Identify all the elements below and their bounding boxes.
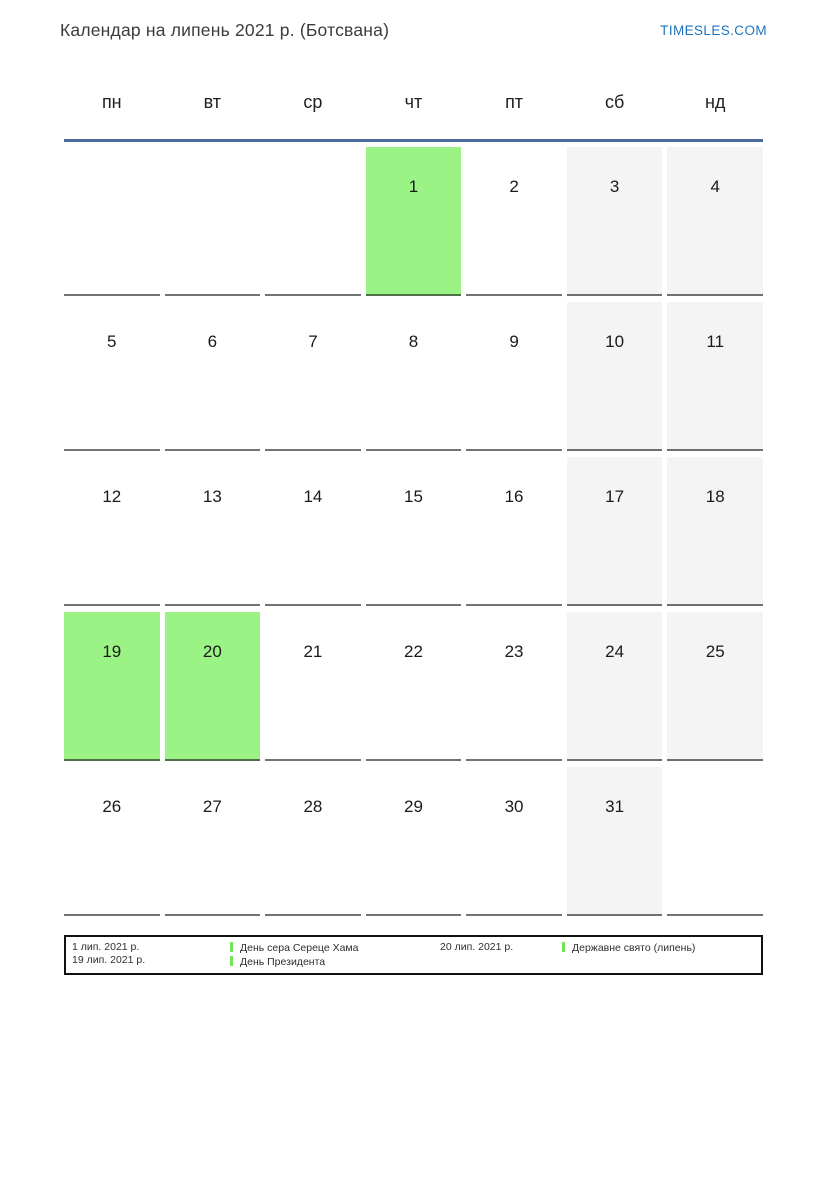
weekday-label-wed: ср: [303, 92, 323, 112]
day-cell: [64, 147, 160, 296]
legend-event: Державне свято (липень): [562, 941, 755, 955]
legend-dates-column-2: 20 лип. 2021 р.: [440, 941, 562, 969]
day-cell: 19: [64, 612, 160, 761]
legend-date: 19 лип. 2021 р.: [72, 954, 146, 966]
legend-event-label: Державне свято (липень): [572, 942, 696, 954]
day-cell: [164, 147, 261, 296]
day-cell: 30: [466, 767, 562, 916]
weekday-label-sun: нд: [704, 92, 726, 112]
day-cell: 10: [566, 302, 663, 451]
page-title: Календар на липень 2021 р. (Ботсвана): [60, 20, 390, 40]
legend-event: День сера Сереце Хама: [230, 941, 440, 955]
day-cell: 7: [265, 302, 361, 451]
day-cell: 24: [566, 612, 663, 761]
weekday-header-row: пн вт ср чт пт сб нд: [64, 44, 763, 142]
day-cell: 2: [466, 147, 562, 296]
legend-events-column-2: Державне свято (липень): [562, 941, 755, 969]
weekday-label-sat: сб: [604, 92, 625, 112]
day-cell: 4: [667, 147, 763, 296]
day-cell: 12: [64, 457, 160, 606]
day-cell: [667, 767, 763, 916]
site-link[interactable]: TIMESLES.COM: [660, 23, 767, 38]
day-cell: 11: [667, 302, 763, 451]
calendar-grid: 1 2 3 4 5 6 7 8 9 10 11 12 13 14 15 16 1…: [64, 147, 763, 916]
day-cell: 28: [265, 767, 361, 916]
day-cell: 25: [667, 612, 763, 761]
legend-date: 1 лип. 2021 р.: [72, 941, 140, 953]
day-cell: 8: [365, 302, 462, 451]
day-cell: [265, 147, 361, 296]
legend-event-label: День сера Сереце Хама: [240, 942, 359, 954]
weekday-label-mon: пн: [101, 92, 122, 112]
day-cell: 15: [365, 457, 462, 606]
day-cell: 3: [566, 147, 663, 296]
day-cell: 6: [164, 302, 261, 451]
day-cell: 22: [365, 612, 462, 761]
day-cell: 13: [164, 457, 261, 606]
holiday-marker-icon: [230, 956, 233, 966]
day-cell: 9: [466, 302, 562, 451]
day-cell: 31: [566, 767, 663, 916]
legend-event-label: День Президента: [240, 956, 326, 968]
day-cell: 29: [365, 767, 462, 916]
day-cell: 20: [164, 612, 261, 761]
day-cell: 26: [64, 767, 160, 916]
day-cell: 14: [265, 457, 361, 606]
page-header: Календар на липень 2021 р. (Ботсвана) TI…: [60, 20, 767, 44]
weekday-label-tue: вт: [203, 92, 222, 112]
holiday-marker-icon: [230, 942, 233, 952]
day-cell: 27: [164, 767, 261, 916]
day-cell: 23: [466, 612, 562, 761]
legend-event: День Президента: [230, 955, 440, 969]
legend-dates-column-1: 1 лип. 2021 р. 19 лип. 2021 р.: [72, 941, 230, 969]
day-cell: 17: [566, 457, 663, 606]
day-cell: 16: [466, 457, 562, 606]
day-cell: 5: [64, 302, 160, 451]
day-cell: 18: [667, 457, 763, 606]
weekday-label-fri: пт: [505, 92, 524, 112]
legend-date: 20 лип. 2021 р.: [440, 941, 514, 953]
day-cell: 21: [265, 612, 361, 761]
holiday-marker-icon: [562, 942, 565, 952]
calendar: пн вт ср чт пт сб нд 1 2 3 4 5 6 7 8 9 1…: [64, 44, 763, 916]
holidays-legend: 1 лип. 2021 р. 19 лип. 2021 р. День сера…: [64, 935, 763, 975]
weekday-label-thu: чт: [404, 92, 423, 112]
day-cell: 1: [365, 147, 462, 296]
legend-events-column-1: День сера Сереце Хама День Президента: [230, 941, 440, 969]
